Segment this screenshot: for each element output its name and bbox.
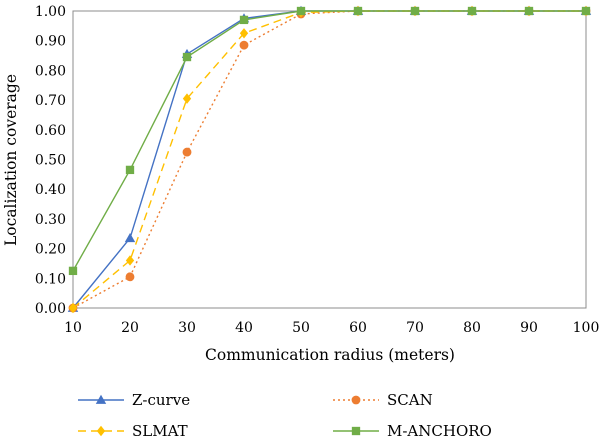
y-tick-label: 0.10	[35, 271, 66, 287]
x-tick-label: 20	[121, 320, 139, 336]
series-m-anchoro	[68, 6, 591, 276]
legend-label: M-ANCHORO	[387, 422, 492, 440]
legend-item: SCAN	[333, 391, 433, 409]
legend-label: SLMAT	[132, 422, 188, 440]
y-tick-label: 0.30	[35, 212, 66, 228]
data-point	[239, 28, 249, 39]
y-tick-label: 0.20	[35, 242, 66, 258]
data-point	[296, 6, 306, 16]
legend-item: Z-curve	[78, 391, 190, 409]
x-tick-label: 50	[292, 320, 310, 336]
series-group	[67, 5, 592, 314]
series-line	[72, 10, 586, 309]
x-tick-label: 60	[349, 320, 367, 336]
plot-area-border	[72, 10, 587, 309]
x-tick-label: 40	[235, 320, 253, 336]
x-tick-label: 70	[406, 320, 424, 336]
y-tick-label: 0.00	[35, 301, 66, 317]
x-tick-label: 80	[463, 320, 481, 336]
series-z-curve	[67, 5, 592, 312]
x-axis-title: Communication radius (meters)	[205, 346, 455, 364]
data-point	[125, 272, 135, 282]
x-tick-label: 100	[573, 320, 600, 336]
data-point	[68, 302, 78, 314]
data-point	[410, 6, 420, 16]
y-tick-label: 1.00	[35, 4, 66, 20]
data-point	[182, 93, 192, 104]
legend-item: SLMAT	[78, 422, 188, 440]
legend-item: M-ANCHORO	[333, 422, 492, 440]
y-tick-label: 0.90	[35, 34, 66, 50]
data-point	[239, 40, 249, 50]
series-line	[72, 10, 586, 309]
series-scan	[68, 6, 591, 313]
series-line	[72, 10, 586, 272]
y-tick-label: 0.80	[35, 63, 66, 79]
x-tick-label: 90	[520, 320, 538, 336]
y-tick-label: 0.60	[35, 123, 66, 139]
data-point	[182, 52, 192, 62]
data-point	[68, 266, 78, 276]
y-tick-label: 0.70	[35, 93, 66, 109]
legend-label: SCAN	[387, 391, 433, 409]
legend-marker	[95, 394, 107, 404]
series-slmat	[68, 5, 591, 314]
plot-frame	[72, 10, 587, 309]
y-tick-label: 0.50	[35, 153, 66, 169]
data-point	[524, 6, 534, 16]
y-axis-ticks: 0.00 0.10 0.20 0.30 0.40 0.50 0.60 0.70 0.80 0.90…	[35, 4, 66, 317]
x-axis-ticks: 10 20 30 40 50 60 70 80 90 100	[64, 320, 599, 336]
series-line	[72, 10, 586, 309]
x-tick-label: 30	[178, 320, 196, 336]
legend-marker	[96, 425, 106, 437]
data-point	[467, 6, 477, 16]
y-axis-title: Localization coverage	[2, 74, 20, 246]
legend-label: Z-curve	[132, 391, 190, 409]
data-point	[353, 6, 363, 16]
data-point	[182, 147, 192, 157]
data-point	[125, 255, 135, 266]
legend: Z-curve SCAN SLMAT M-ANCHORO	[78, 391, 492, 440]
data-point	[581, 6, 591, 16]
data-point	[239, 15, 249, 25]
y-tick-label: 0.40	[35, 182, 66, 198]
data-point	[125, 165, 135, 175]
legend-marker	[351, 395, 361, 405]
legend-marker	[351, 426, 361, 436]
x-tick-label: 10	[64, 320, 82, 336]
data-point	[124, 233, 136, 243]
